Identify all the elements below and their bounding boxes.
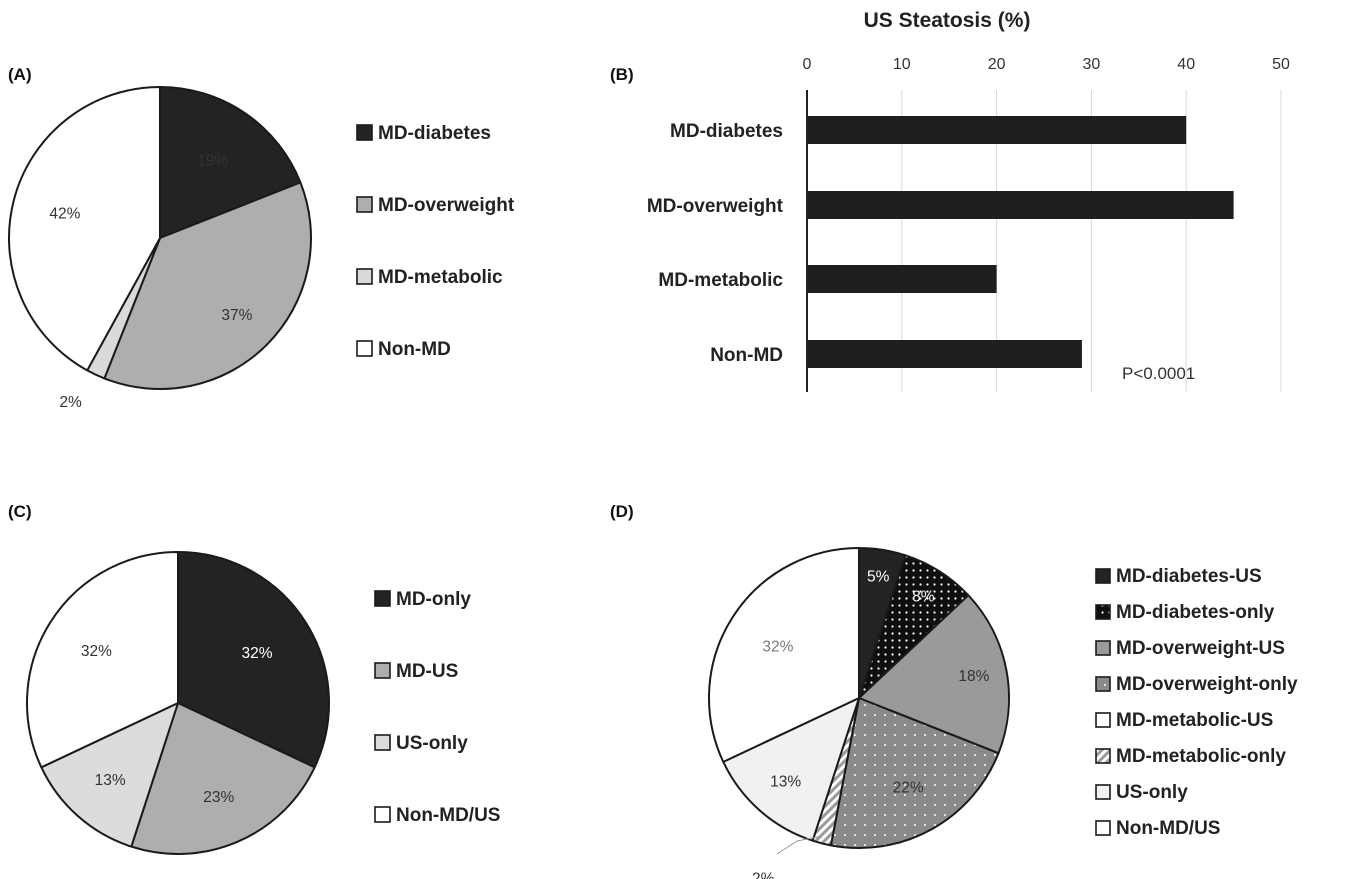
legend-swatch-md-overweight xyxy=(356,196,373,213)
legend-swatch-us-only xyxy=(374,734,391,751)
legend-swatch-us-only xyxy=(1095,784,1111,800)
slice-label-md-metabolic: 2% xyxy=(59,394,82,411)
bar-md-overweight xyxy=(807,191,1234,219)
slice-label-md-only: 32% xyxy=(242,645,273,662)
pie-slice-non-md xyxy=(8,86,161,372)
slice-label-md-diabetes: 19% xyxy=(197,153,228,170)
legend-label-md-metabolic-only: MD-metabolic-only xyxy=(1116,746,1286,767)
pie-a-slices xyxy=(8,86,312,390)
chart-title: US Steatosis (%) xyxy=(864,9,1031,32)
slice-label-us-only: 13% xyxy=(95,772,126,789)
x-tick-label: 20 xyxy=(988,56,1006,73)
panel-label-b: (B) xyxy=(610,65,634,84)
legend-label-md-overweight-only: MD-overweight-only xyxy=(1116,674,1298,695)
legend-label-md-diabetes-us: MD-diabetes-US xyxy=(1116,566,1262,587)
slice-label-non-md-us: 32% xyxy=(81,643,112,660)
pie-slice-md-only xyxy=(177,551,330,769)
slice-label-non-md-us: 32% xyxy=(762,639,793,656)
bar-md-diabetes xyxy=(807,116,1187,144)
pie-chart-c: 32% 23% 13% 32% xyxy=(26,551,330,855)
slice-label-md-diabetes-only: 8% xyxy=(912,589,935,606)
pie-chart-a: 19% 37% 2% 42% xyxy=(8,86,312,412)
pie-d-labels: 5%8%18%22%0%2%13%32% xyxy=(752,569,990,879)
x-tick-labels: 0 10 20 30 40 50 xyxy=(803,56,1290,73)
legend-swatch-non-md-us xyxy=(374,806,391,823)
legend-swatch-md-diabetes-only xyxy=(1095,604,1111,620)
legend-label-non-md-us: Non-MD/US xyxy=(396,805,500,826)
pie-slice-md-overweight xyxy=(103,181,312,390)
legend-label-md-overweight: MD-overweight xyxy=(378,195,515,216)
leader-line xyxy=(776,835,823,855)
bar-non-md xyxy=(807,340,1082,368)
slice-label-us-only: 13% xyxy=(770,773,801,790)
slice-label-md-diabetes-us: 5% xyxy=(867,569,890,586)
slice-label-non-md: 42% xyxy=(49,206,80,223)
legend-swatch-md-overweight-us xyxy=(1095,640,1111,656)
panel-label-c: (C) xyxy=(8,502,32,521)
category-labels: MD-diabetes MD-overweight MD-metabolic Non-… xyxy=(647,121,784,366)
x-tick-label: 50 xyxy=(1272,56,1290,73)
panel-label-a: (A) xyxy=(8,65,32,84)
category-label-md-overweight: MD-overweight xyxy=(647,196,784,217)
pie-d-slices xyxy=(708,547,1010,849)
legend-swatch-non-md-us xyxy=(1095,820,1111,836)
legend-label-non-md-us: Non-MD/US xyxy=(1116,818,1220,839)
pie-slice-md-overweight-only xyxy=(829,697,1000,849)
legend-a: MD-diabetes MD-overweight MD-metabolic Non-… xyxy=(356,123,515,360)
slice-label-md-overweight-us: 18% xyxy=(958,668,989,685)
legend-label-md-diabetes-only: MD-diabetes-only xyxy=(1116,602,1275,623)
legend-label-us-only: US-only xyxy=(396,733,468,754)
legend-d: MD-diabetes-US MD-diabetes-only MD-overwei… xyxy=(1095,566,1298,839)
legend-swatch-md-only xyxy=(374,590,391,607)
x-tick-label: 40 xyxy=(1177,56,1195,73)
pie-chart-d: 5%8%18%22%0%2%13%32% xyxy=(708,547,1010,879)
bar-md-metabolic xyxy=(807,265,997,293)
pie-slice-us-only xyxy=(40,702,179,848)
p-value-annotation: P<0.0001 xyxy=(1122,364,1195,383)
slice-label-md-us: 23% xyxy=(203,789,234,806)
pie-c-labels: 32% 23% 13% 32% xyxy=(81,643,273,806)
pie-slice-md-diabetes xyxy=(159,86,302,239)
pie-slice-non-md-us xyxy=(26,551,179,769)
legend-swatch-md-overweight-only xyxy=(1095,676,1111,692)
legend-swatch-md-metabolic xyxy=(356,268,373,285)
pie-slice-us-only xyxy=(722,697,860,842)
legend-label-md-us: MD-US xyxy=(396,661,458,682)
pie-slice-non-md-us xyxy=(708,547,860,763)
legend-label-md-diabetes: MD-diabetes xyxy=(378,123,491,144)
x-tick-label: 0 xyxy=(803,56,812,73)
legend-swatch-non-md xyxy=(356,340,373,357)
slice-label-md-overweight-only: 22% xyxy=(893,779,924,796)
legend-swatch-md-metabolic-us xyxy=(1095,712,1111,728)
pie-slice-md-overweight-us xyxy=(858,594,1010,755)
legend-label-non-md: Non-MD xyxy=(378,339,451,360)
legend-c: MD-only MD-US US-only Non-MD/US xyxy=(374,589,500,826)
pie-c-slices xyxy=(26,551,330,855)
legend-swatch-md-us xyxy=(374,662,391,679)
category-label-md-metabolic: MD-metabolic xyxy=(658,270,783,291)
bars xyxy=(807,116,1234,368)
panel-label-d: (D) xyxy=(610,502,634,521)
legend-label-md-overweight-us: MD-overweight-US xyxy=(1116,638,1285,659)
x-tick-label: 10 xyxy=(893,56,911,73)
legend-swatch-md-diabetes-us xyxy=(1095,568,1111,584)
category-label-md-diabetes: MD-diabetes xyxy=(670,121,783,142)
legend-label-us-only: US-only xyxy=(1116,782,1188,803)
legend-swatch-md-diabetes xyxy=(356,124,373,141)
pie-a-labels: 19% 37% 2% 42% xyxy=(49,153,252,412)
slice-label-md-metabolic-only: 2% xyxy=(752,870,775,879)
slice-label-md-overweight: 37% xyxy=(221,307,252,324)
legend-swatch-md-metabolic-only xyxy=(1095,748,1111,764)
x-tick-label: 30 xyxy=(1083,56,1101,73)
legend-label-md-metabolic: MD-metabolic xyxy=(378,267,503,288)
legend-label-md-only: MD-only xyxy=(396,589,471,610)
bar-chart-b: US Steatosis (%) 0 10 20 30 40 50 MD-diabetes… xyxy=(647,9,1290,392)
legend-label-md-metabolic-us: MD-metabolic-US xyxy=(1116,710,1273,731)
pie-slice-md-us xyxy=(130,702,316,855)
category-label-non-md: Non-MD xyxy=(710,345,783,366)
